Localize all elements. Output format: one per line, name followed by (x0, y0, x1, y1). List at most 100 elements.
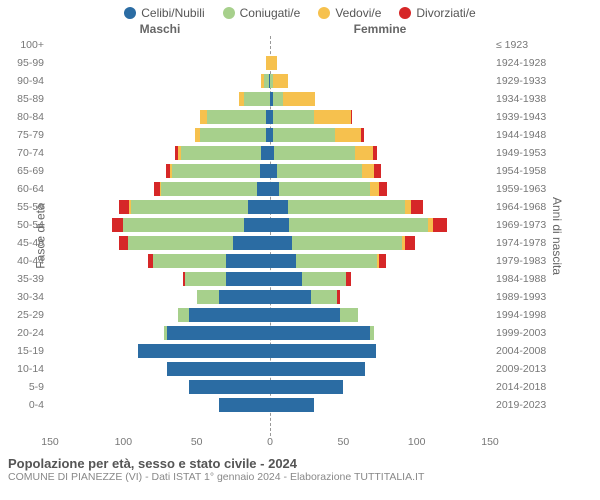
year-label: 2014-2018 (490, 381, 570, 393)
female-bar-area (270, 164, 490, 178)
male-bar (189, 380, 270, 394)
year-label: 1959-1963 (490, 183, 570, 195)
chart-title: Popolazione per età, sesso e stato civil… (8, 456, 592, 471)
male-bar-area (50, 92, 270, 106)
legend-item: Vedovi/e (318, 6, 381, 20)
male-bar (197, 290, 270, 304)
age-label: 45-49 (0, 237, 50, 249)
bar-segment (270, 362, 365, 376)
bar-segment (270, 200, 288, 214)
female-bar (270, 326, 374, 340)
x-axis: 15010050050100150 (0, 436, 600, 452)
x-tick: 50 (191, 436, 203, 448)
year-label: 1979-1983 (490, 255, 570, 267)
male-bar-area (50, 164, 270, 178)
year-label: 2019-2023 (490, 399, 570, 411)
year-label: 1984-1988 (490, 273, 570, 285)
female-bar (270, 56, 277, 70)
male-bar-area (50, 290, 270, 304)
bar-segment (185, 272, 226, 286)
male-bar-area (50, 56, 270, 70)
year-label: 1939-1943 (490, 111, 570, 123)
legend-swatch (223, 7, 235, 19)
pyramid-row: 0-42019-2023 (0, 396, 600, 414)
age-label: 100+ (0, 39, 50, 51)
male-bar-area (50, 254, 270, 268)
bar-segment (311, 290, 337, 304)
male-bar (167, 362, 270, 376)
female-bar (270, 182, 387, 196)
female-bar (270, 74, 288, 88)
bar-segment (411, 200, 423, 214)
bar-segment (289, 218, 428, 232)
female-bar (270, 128, 364, 142)
male-bar-area (50, 398, 270, 412)
male-bar (200, 110, 270, 124)
legend-swatch (124, 7, 136, 19)
x-axis-ticks: 15010050050100150 (50, 436, 490, 452)
female-bar-area (270, 92, 490, 106)
bar-segment (257, 182, 270, 196)
male-bar (164, 326, 270, 340)
pyramid-row: 85-89 1934-1938 (0, 90, 600, 108)
male-bar (219, 398, 270, 412)
male-bar (112, 218, 270, 232)
pyramid-row: 15-19 2004-2008 (0, 342, 600, 360)
bar-segment (128, 236, 234, 250)
bar-segment (233, 236, 270, 250)
age-label: 30-34 (0, 291, 50, 303)
bar-segment (244, 92, 270, 106)
age-label: 80-84 (0, 111, 50, 123)
male-bar-area (50, 308, 270, 322)
legend: Celibi/NubiliConiugati/eVedovi/eDivorzia… (0, 0, 600, 22)
pyramid-row: 35-39 1984-1988 (0, 270, 600, 288)
male-bar (183, 272, 270, 286)
legend-swatch (318, 7, 330, 19)
bar-segment (314, 110, 351, 124)
female-bar (270, 380, 343, 394)
age-label: 35-39 (0, 273, 50, 285)
year-label: 1929-1933 (490, 75, 570, 87)
bar-segment (270, 182, 279, 196)
male-bar (178, 308, 270, 322)
female-bar-area (270, 56, 490, 70)
bar-segment (355, 146, 373, 160)
female-bar (270, 92, 315, 106)
male-bar-area (50, 182, 270, 196)
year-label: 2004-2008 (490, 345, 570, 357)
year-label: 1989-1993 (490, 291, 570, 303)
male-bar (239, 92, 270, 106)
female-bar (270, 308, 358, 322)
female-bar-area (270, 344, 490, 358)
age-label: 95-99 (0, 57, 50, 69)
pyramid-row: 65-691954-1958 (0, 162, 600, 180)
year-label: 1934-1938 (490, 93, 570, 105)
bar-segment (172, 164, 260, 178)
column-headers: Maschi Femmine (0, 22, 600, 36)
year-label: 1949-1953 (490, 147, 570, 159)
bar-segment (273, 92, 283, 106)
female-bar-area (270, 200, 490, 214)
bar-segment (244, 218, 270, 232)
pyramid-row: 55-591964-1968 (0, 198, 600, 216)
bar-segment (270, 290, 311, 304)
female-bar-area (270, 146, 490, 160)
year-label: 1999-2003 (490, 327, 570, 339)
bar-segment (270, 254, 296, 268)
female-bar-area (270, 182, 490, 196)
female-bar (270, 362, 365, 376)
female-bar-area (270, 236, 490, 250)
bar-segment (270, 380, 343, 394)
pyramid-row: 40-441979-1983 (0, 252, 600, 270)
year-label: 1974-1978 (490, 237, 570, 249)
bar-segment (119, 236, 128, 250)
legend-label: Celibi/Nubili (141, 6, 204, 20)
female-bar (270, 218, 447, 232)
x-tick: 150 (41, 436, 59, 448)
male-bar (119, 236, 270, 250)
age-label: 85-89 (0, 93, 50, 105)
plot-area: Fasce di età Anni di nascita 100+≤ 19239… (0, 36, 600, 436)
bar-segment (167, 362, 270, 376)
pyramid-row: 25-291994-1998 (0, 306, 600, 324)
age-label: 15-19 (0, 345, 50, 357)
